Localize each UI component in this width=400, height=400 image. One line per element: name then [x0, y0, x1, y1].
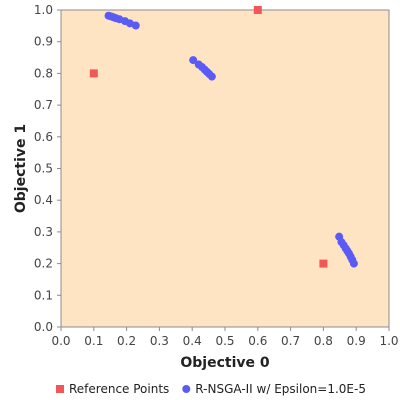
x-tick-label: 0.7	[281, 334, 300, 348]
reference-point	[253, 6, 262, 14]
plot-background	[60, 9, 390, 328]
y-axis-title: Objective 1	[13, 124, 29, 213]
legend-circle-marker	[182, 385, 191, 393]
x-tick-label: 0.9	[347, 334, 366, 348]
legend: Reference Points R-NSGA-II w/ Epsilon=1.0…	[56, 382, 366, 396]
y-tick-label: 0.2	[34, 257, 53, 271]
y-tick-label: 0.5	[34, 162, 53, 176]
x-tick-label: 0.2	[117, 334, 136, 348]
y-tick-label: 1.0	[34, 3, 53, 17]
axes: 0.0 0.1 0.2 0.3 0.4 0.5 0.6 0.7 0.8 0.9 1.0 0.0 0.1 0…	[34, 3, 399, 348]
y-tick-label: 0.3	[34, 225, 53, 239]
x-tick-label: 0.4	[183, 334, 202, 348]
solution-point	[131, 21, 140, 30]
y-tick-label: 0.1	[34, 288, 53, 302]
y-tick-label: 0.9	[34, 35, 53, 49]
y-tick-label: 0.8	[34, 66, 53, 80]
y-tick-label: 0.0	[34, 320, 53, 334]
y-tick-label: 0.4	[34, 193, 53, 207]
plot-area	[60, 9, 390, 328]
solution-point	[349, 259, 358, 268]
reference-point	[89, 69, 98, 78]
y-tick-label: 0.6	[34, 130, 53, 144]
reference-point	[319, 259, 328, 268]
legend-label: Reference Points	[69, 382, 169, 396]
x-tick-label: 0.1	[84, 334, 103, 348]
x-axis-title: Objective 0	[180, 355, 270, 371]
x-tick-label: 0.5	[215, 334, 234, 348]
x-tick-label: 0.3	[150, 334, 169, 348]
solution-point	[189, 56, 198, 65]
x-tick-label: 0.8	[314, 334, 333, 348]
x-tick-label: 0.0	[51, 334, 70, 348]
x-tick-label: 1.0	[379, 334, 398, 348]
data-marks	[89, 6, 358, 268]
y-tick-label: 0.7	[34, 98, 53, 112]
legend-label: R-NSGA-II w/ Epsilon=1.0E-5	[195, 382, 366, 396]
solution-point	[207, 72, 216, 81]
x-tick-label: 0.6	[248, 334, 267, 348]
legend-square-marker	[56, 385, 64, 393]
